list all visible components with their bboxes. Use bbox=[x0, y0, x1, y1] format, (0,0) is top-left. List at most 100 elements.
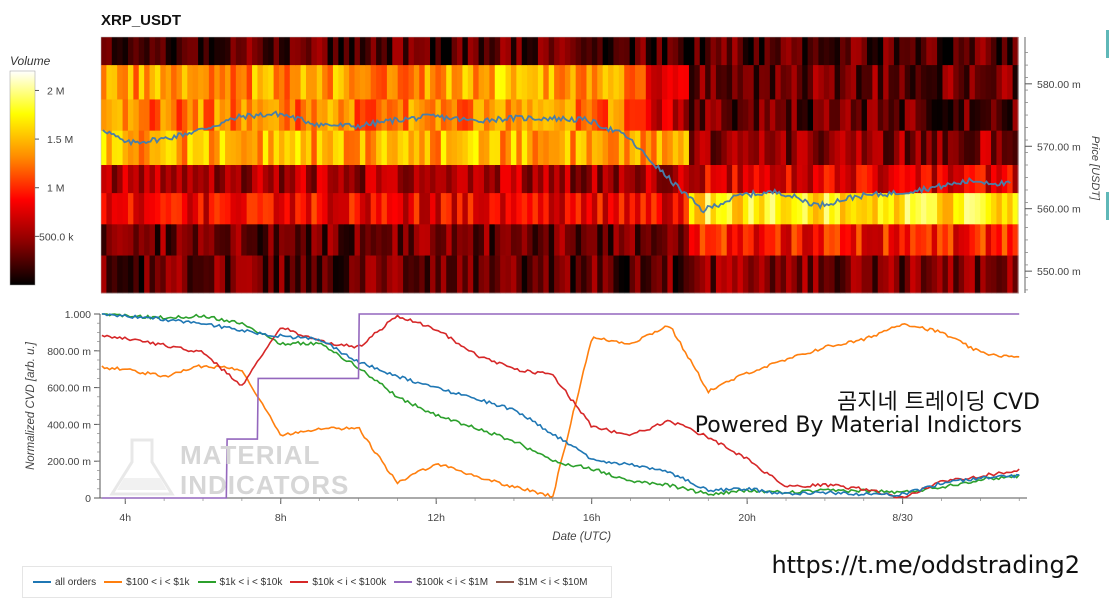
heatmap-cell bbox=[683, 224, 690, 256]
heatmap-cell bbox=[359, 224, 366, 256]
edge-marker bbox=[1106, 30, 1109, 58]
heatmap-cell bbox=[947, 99, 954, 132]
heatmap-cell bbox=[365, 193, 372, 225]
legend-item[interactable]: $10k < i < $100k bbox=[290, 577, 386, 588]
heatmap-cell bbox=[187, 65, 194, 100]
heatmap-cell bbox=[597, 255, 604, 294]
heatmap-cell bbox=[106, 255, 113, 294]
heatmap-cell bbox=[521, 99, 528, 132]
heatmap-cell bbox=[273, 37, 280, 66]
heatmap-cell bbox=[457, 224, 463, 256]
cvd-x-axis-label: Date (UTC) bbox=[552, 531, 611, 543]
heatmap-cell bbox=[510, 224, 517, 256]
heatmap-cell bbox=[893, 165, 900, 194]
heatmap-cell bbox=[775, 255, 782, 294]
heatmap-cell bbox=[715, 37, 722, 66]
heatmap-cell bbox=[343, 165, 350, 194]
heatmap-cell bbox=[845, 65, 852, 100]
heatmap-cell bbox=[343, 130, 350, 166]
heatmap-cell bbox=[888, 99, 895, 132]
heatmap-cell bbox=[915, 99, 922, 132]
heatmap-cell bbox=[419, 130, 426, 166]
telegram-link[interactable]: https://t.me/oddstrading2 bbox=[771, 551, 1080, 579]
heatmap-cell bbox=[521, 193, 528, 225]
heatmap-cell bbox=[953, 37, 960, 66]
heatmap-cell bbox=[106, 37, 113, 66]
heatmap-cell bbox=[807, 37, 814, 66]
heatmap-cell bbox=[537, 165, 544, 194]
heatmap-cell bbox=[192, 99, 199, 132]
heatmap-cell bbox=[759, 224, 766, 256]
heatmap-cell bbox=[235, 65, 242, 100]
heatmap-cell bbox=[225, 99, 232, 132]
heatmap-cell bbox=[845, 224, 852, 256]
heatmap-cell bbox=[203, 224, 210, 256]
heatmap-cell bbox=[279, 99, 285, 132]
heatmap-cell bbox=[548, 99, 555, 132]
heatmap-cell bbox=[856, 255, 863, 294]
heatmap-cell bbox=[823, 37, 830, 66]
heatmap-cell bbox=[359, 37, 366, 66]
legend-item[interactable]: $100k < i < $1M bbox=[394, 577, 488, 588]
heatmap-cell bbox=[154, 193, 161, 225]
heatmap-cell bbox=[694, 37, 701, 66]
heatmap-cell bbox=[877, 165, 884, 194]
heatmap-cell bbox=[608, 255, 615, 294]
heatmap-cell bbox=[473, 193, 480, 225]
heatmap-cell bbox=[500, 65, 507, 100]
heatmap-cell bbox=[467, 193, 474, 225]
heatmap-cell bbox=[225, 65, 232, 100]
heatmap-cell bbox=[818, 65, 825, 100]
heatmap-cell bbox=[413, 165, 420, 194]
heatmap-cell bbox=[920, 224, 927, 256]
heatmap-cell bbox=[678, 224, 685, 256]
heatmap-cell bbox=[856, 37, 863, 66]
heatmap-cell bbox=[570, 165, 577, 194]
legend-item[interactable]: all orders bbox=[33, 577, 96, 588]
heatmap-cell bbox=[732, 130, 739, 166]
heatmap-cell bbox=[726, 130, 733, 166]
legend-item[interactable]: $1M < i < $10M bbox=[496, 577, 588, 588]
heatmap-cell bbox=[996, 99, 1003, 132]
heatmap-cell bbox=[127, 165, 134, 194]
heatmap-cell bbox=[543, 37, 550, 66]
heatmap-cell bbox=[554, 37, 561, 66]
cvd-x-tick-label: 8h bbox=[275, 512, 287, 524]
heatmap-cell bbox=[575, 193, 582, 225]
heatmap-cell bbox=[672, 37, 679, 66]
heatmap-cell bbox=[953, 65, 960, 100]
heatmap-cell bbox=[257, 99, 264, 132]
heatmap-cell bbox=[996, 37, 1003, 66]
heatmap-cell bbox=[537, 37, 544, 66]
heatmap-cell bbox=[764, 255, 771, 294]
heatmap-cell bbox=[473, 37, 480, 66]
heatmap-cell bbox=[381, 65, 388, 100]
heatmap-cell bbox=[769, 193, 776, 225]
heatmap-cell bbox=[214, 224, 221, 256]
heatmap-cell bbox=[602, 65, 609, 100]
heatmap-cell bbox=[796, 130, 803, 166]
colorbar-title: Volume bbox=[10, 54, 51, 68]
legend-item[interactable]: $100 < i < $1k bbox=[104, 577, 190, 588]
heatmap-cell bbox=[839, 165, 846, 194]
heatmap-cell bbox=[694, 130, 701, 166]
heatmap-cell bbox=[467, 99, 474, 132]
heatmap-cell bbox=[181, 99, 188, 132]
heatmap-cell bbox=[230, 255, 237, 294]
heatmap-cell bbox=[359, 255, 366, 294]
heatmap-cell bbox=[672, 65, 679, 100]
heatmap-cell bbox=[408, 193, 415, 225]
heatmap-cell bbox=[257, 165, 264, 194]
heatmap-cell bbox=[780, 193, 787, 225]
heatmap-cell bbox=[386, 65, 393, 100]
heatmap-cell bbox=[910, 99, 917, 132]
heatmap-cell bbox=[996, 65, 1003, 100]
heatmap-cell bbox=[974, 193, 981, 225]
heatmap-cell bbox=[893, 99, 900, 132]
heatmap-cell bbox=[548, 193, 555, 225]
heatmap-cell bbox=[289, 255, 296, 294]
legend-item[interactable]: $1k < i < $10k bbox=[197, 577, 282, 588]
heatmap-cell bbox=[510, 165, 517, 194]
heatmap-cell bbox=[386, 37, 393, 66]
heatmap-cell bbox=[775, 37, 782, 66]
